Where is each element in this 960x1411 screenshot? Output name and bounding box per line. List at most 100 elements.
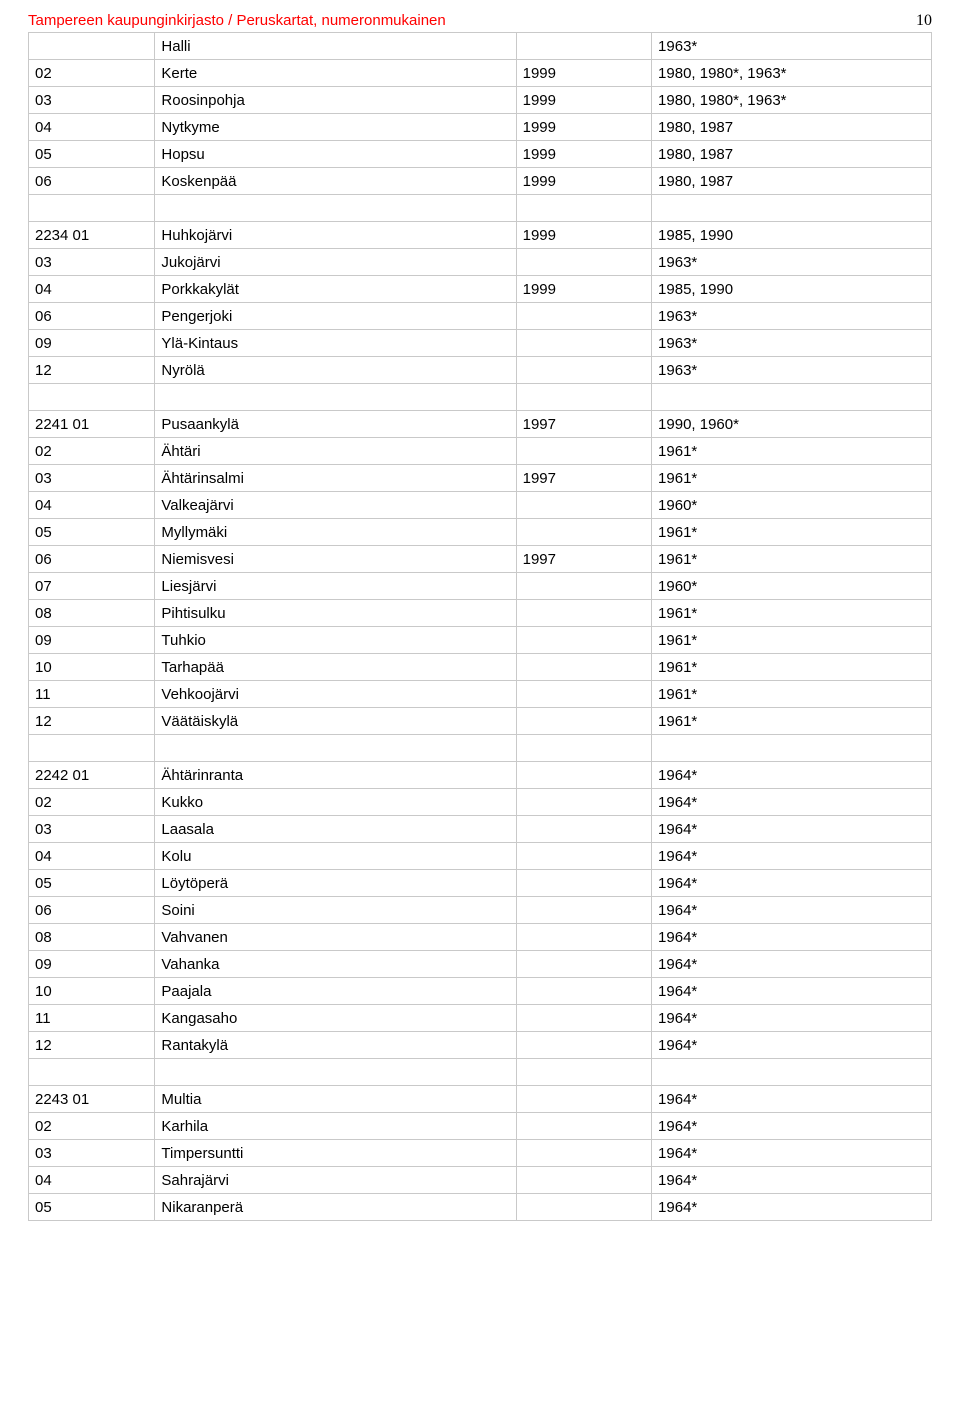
cell-c1: 12 bbox=[29, 1032, 155, 1059]
cell-c2: Ähtärinranta bbox=[155, 762, 516, 789]
cell-c2: Tuhkio bbox=[155, 627, 516, 654]
cell-c4: 1964* bbox=[652, 1113, 932, 1140]
blank-cell bbox=[155, 735, 516, 762]
cell-c3 bbox=[516, 1086, 651, 1113]
cell-c4: 1961* bbox=[652, 546, 932, 573]
cell-c3 bbox=[516, 1194, 651, 1221]
cell-c4: 1964* bbox=[652, 897, 932, 924]
cell-c4: 1964* bbox=[652, 978, 932, 1005]
cell-c3 bbox=[516, 33, 651, 60]
cell-c2: Roosinpohja bbox=[155, 87, 516, 114]
cell-c4: 1964* bbox=[652, 816, 932, 843]
cell-c1: 05 bbox=[29, 1194, 155, 1221]
table-row: 2241 01Pusaankylä19971990, 1960* bbox=[29, 411, 932, 438]
blank-cell bbox=[516, 1059, 651, 1086]
cell-c3: 1999 bbox=[516, 141, 651, 168]
cell-c3 bbox=[516, 897, 651, 924]
table-row: 04Porkkakylät19991985, 1990 bbox=[29, 276, 932, 303]
cell-c4: 1964* bbox=[652, 1005, 932, 1032]
cell-c4: 1980, 1980*, 1963* bbox=[652, 87, 932, 114]
cell-c2: Jukojärvi bbox=[155, 249, 516, 276]
blank-cell bbox=[516, 735, 651, 762]
cell-c1: 2234 01 bbox=[29, 222, 155, 249]
cell-c4: 1961* bbox=[652, 438, 932, 465]
table-row: 12Nyrölä1963* bbox=[29, 357, 932, 384]
cell-c2: Ähtäri bbox=[155, 438, 516, 465]
cell-c1: 09 bbox=[29, 330, 155, 357]
table-row: 09Vahanka1964* bbox=[29, 951, 932, 978]
blank-cell bbox=[155, 1059, 516, 1086]
cell-c1: 02 bbox=[29, 438, 155, 465]
cell-c3 bbox=[516, 519, 651, 546]
cell-c1: 03 bbox=[29, 1140, 155, 1167]
cell-c1: 02 bbox=[29, 1113, 155, 1140]
cell-c1: 06 bbox=[29, 168, 155, 195]
cell-c3 bbox=[516, 708, 651, 735]
cell-c3 bbox=[516, 573, 651, 600]
cell-c2: Pihtisulku bbox=[155, 600, 516, 627]
cell-c4: 1980, 1980*, 1963* bbox=[652, 60, 932, 87]
page-number: 10 bbox=[916, 12, 932, 30]
cell-c3 bbox=[516, 303, 651, 330]
cell-c1: 04 bbox=[29, 114, 155, 141]
cell-c2: Rantakylä bbox=[155, 1032, 516, 1059]
cell-c3 bbox=[516, 978, 651, 1005]
cell-c4: 1961* bbox=[652, 465, 932, 492]
table-row: 06Soini1964* bbox=[29, 897, 932, 924]
cell-c3: 1999 bbox=[516, 114, 651, 141]
cell-c2: Sahrajärvi bbox=[155, 1167, 516, 1194]
table-row: 02Kerte19991980, 1980*, 1963* bbox=[29, 60, 932, 87]
table-row: 04Sahrajärvi1964* bbox=[29, 1167, 932, 1194]
cell-c1: 07 bbox=[29, 573, 155, 600]
cell-c2: Nytkyme bbox=[155, 114, 516, 141]
blank-cell bbox=[155, 384, 516, 411]
cell-c4: 1964* bbox=[652, 1140, 932, 1167]
cell-c3 bbox=[516, 870, 651, 897]
table-row: 2243 01Multia1964* bbox=[29, 1086, 932, 1113]
cell-c3 bbox=[516, 1005, 651, 1032]
cell-c4: 1980, 1987 bbox=[652, 114, 932, 141]
cell-c4: 1985, 1990 bbox=[652, 222, 932, 249]
cell-c3 bbox=[516, 1140, 651, 1167]
blank-cell bbox=[652, 735, 932, 762]
cell-c1: 06 bbox=[29, 546, 155, 573]
cell-c4: 1985, 1990 bbox=[652, 276, 932, 303]
cell-c4: 1963* bbox=[652, 33, 932, 60]
table-row: 04Valkeajärvi1960* bbox=[29, 492, 932, 519]
table-row: 02Ähtäri 1961* bbox=[29, 438, 932, 465]
table-row: 03Jukojärvi1963* bbox=[29, 249, 932, 276]
cell-c3 bbox=[516, 654, 651, 681]
cell-c2: Niemisvesi bbox=[155, 546, 516, 573]
cell-c2: Nikaranperä bbox=[155, 1194, 516, 1221]
table-row: 2242 01Ähtärinranta1964* bbox=[29, 762, 932, 789]
cell-c2: Vahanka bbox=[155, 951, 516, 978]
cell-c4: 1964* bbox=[652, 789, 932, 816]
cell-c4: 1960* bbox=[652, 573, 932, 600]
table-row bbox=[29, 735, 932, 762]
table-row: 03Ähtärinsalmi19971961* bbox=[29, 465, 932, 492]
blank-cell bbox=[516, 384, 651, 411]
table-row: Halli1963* bbox=[29, 33, 932, 60]
cell-c4: 1990, 1960* bbox=[652, 411, 932, 438]
cell-c1: 03 bbox=[29, 816, 155, 843]
blank-cell bbox=[652, 1059, 932, 1086]
cell-c1: 10 bbox=[29, 978, 155, 1005]
cell-c1: 04 bbox=[29, 843, 155, 870]
cell-c1: 08 bbox=[29, 924, 155, 951]
cell-c4: 1961* bbox=[652, 600, 932, 627]
cell-c3 bbox=[516, 1167, 651, 1194]
cell-c2: Kangasaho bbox=[155, 1005, 516, 1032]
cell-c4: 1980, 1987 bbox=[652, 141, 932, 168]
cell-c4: 1964* bbox=[652, 762, 932, 789]
table-row: 10Tarhapää1961* bbox=[29, 654, 932, 681]
cell-c2: Karhila bbox=[155, 1113, 516, 1140]
table-row: 06Niemisvesi19971961* bbox=[29, 546, 932, 573]
cell-c2: Kerte bbox=[155, 60, 516, 87]
table-row: 03Laasala1964* bbox=[29, 816, 932, 843]
cell-c2: Nyrölä bbox=[155, 357, 516, 384]
cell-c4: 1964* bbox=[652, 843, 932, 870]
cell-c2: Kolu bbox=[155, 843, 516, 870]
cell-c2: Huhkojärvi bbox=[155, 222, 516, 249]
table-row: 06Koskenpää19991980, 1987 bbox=[29, 168, 932, 195]
table-row: 09Ylä-Kintaus1963* bbox=[29, 330, 932, 357]
